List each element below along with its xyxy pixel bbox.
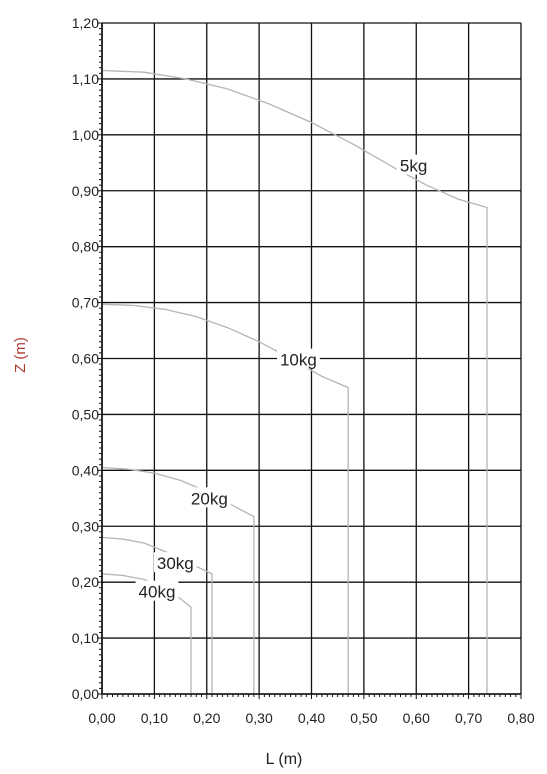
y-tick-label: 0,10: [72, 630, 99, 646]
series-label-5kg: 5kg: [400, 157, 427, 176]
y-tick-label: 0,30: [72, 518, 99, 534]
series-label-bg: [153, 552, 197, 573]
curve-labels: 5kg 10kg 20kg 30kg 40kg: [135, 154, 431, 602]
x-tick-label: 0,40: [298, 710, 325, 726]
tick-labels: 0,00 0,10 0,20 0,30 0,40 0,50 0,60 0,70 0,80 0,00…: [72, 15, 535, 726]
x-tick-label: 0,20: [193, 710, 220, 726]
series-line-30kg: [101, 536, 213, 694]
y-tick-label: 0,80: [72, 239, 99, 255]
series-line-20kg: [101, 466, 255, 694]
y-tick-label: 0,60: [72, 351, 99, 367]
series-line-10kg: [101, 303, 349, 694]
y-tick-label: 1,10: [72, 71, 99, 87]
y-tick-label: 1,00: [72, 127, 99, 143]
series-label-40kg: 40kg: [139, 583, 176, 602]
x-tick-label: 0,50: [350, 710, 377, 726]
x-tick-label: 0,30: [246, 710, 273, 726]
y-tick-label: 0,00: [72, 686, 99, 702]
y-tick-label: 0,40: [72, 462, 99, 478]
series-label-10kg: 10kg: [280, 351, 317, 370]
y-axis-title: Z (m): [12, 337, 29, 373]
y-tick-label: 0,50: [72, 406, 99, 422]
series-label-bg: [135, 580, 179, 601]
x-axis-title: L (m): [266, 751, 303, 768]
series-label-20kg: 20kg: [191, 489, 228, 508]
x-tick-label: 0,80: [507, 710, 534, 726]
series-label-bg: [187, 487, 231, 508]
axes: [97, 22, 522, 699]
y-tick-label: 0,70: [72, 295, 99, 311]
y-tick-label: 0,20: [72, 574, 99, 590]
x-tick-label: 0,70: [455, 710, 482, 726]
x-tick-label: 0,60: [403, 710, 430, 726]
x-tick-label: 0,00: [88, 710, 115, 726]
series-label-bg: [277, 348, 320, 369]
series-line-5kg: [101, 69, 488, 694]
x-tick-label: 0,10: [141, 710, 168, 726]
series-label-bg: [396, 154, 431, 175]
series-label-30kg: 30kg: [157, 554, 194, 573]
y-tick-label: 1,20: [72, 15, 99, 31]
y-tick-label: 0,90: [72, 183, 99, 199]
